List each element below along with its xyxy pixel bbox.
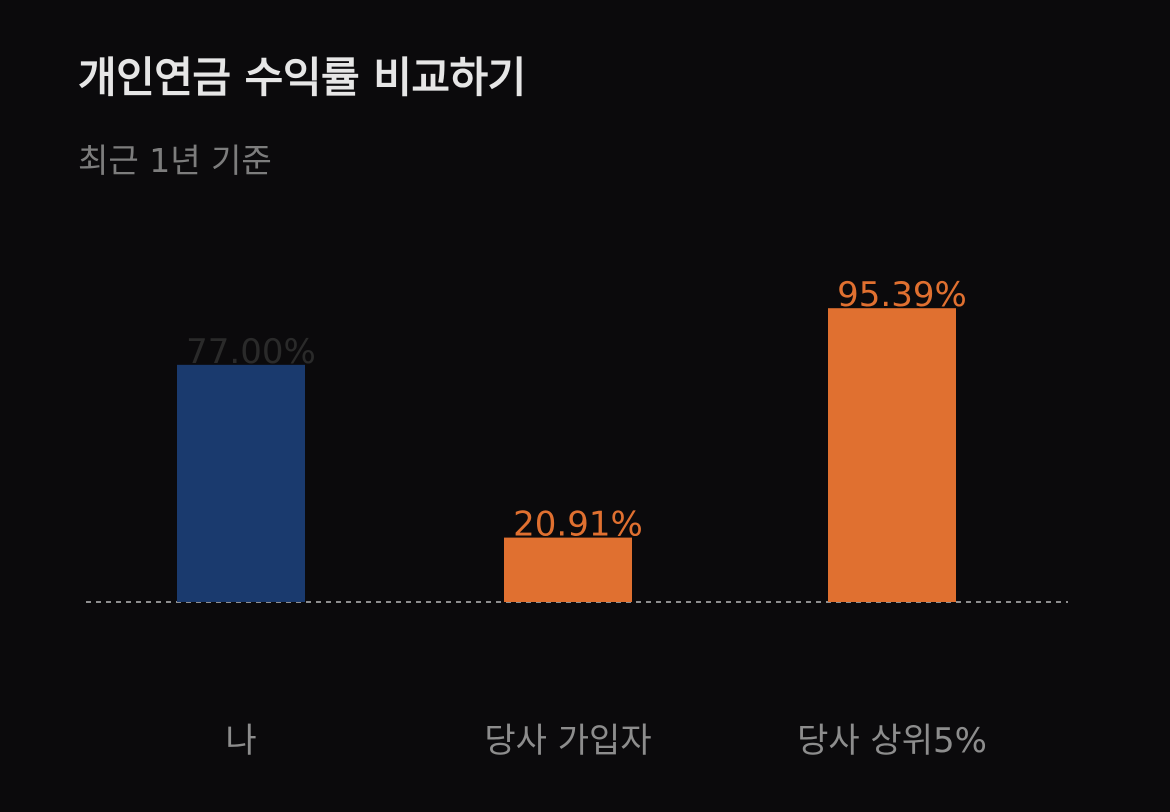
bar-3: [828, 308, 956, 602]
bars-group: 77.00% 나 20.91% 당사 가입자 95.39% 당사 상위5%: [177, 275, 987, 761]
page-subtitle: 최근 1년 기준: [78, 141, 272, 180]
bar-value-label-2: 20.91%: [513, 505, 643, 545]
bar-value-label-3: 95.39%: [837, 275, 967, 315]
category-label-1: 나: [225, 721, 256, 761]
category-label-2: 당사 가입자: [484, 721, 651, 761]
bar-value-label-1: 77.00%: [186, 332, 316, 372]
bar-2: [504, 537, 632, 602]
category-label-3: 당사 상위5%: [797, 721, 987, 761]
page-title: 개인연금 수익률 비교하기: [78, 53, 526, 102]
bar-1: [177, 364, 305, 602]
